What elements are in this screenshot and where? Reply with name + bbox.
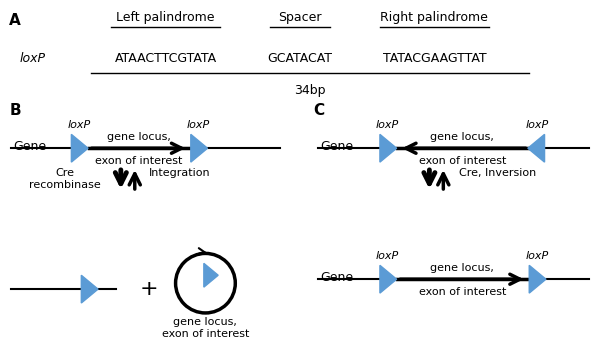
- Text: A: A: [10, 13, 21, 28]
- Text: Gene: Gene: [320, 140, 353, 153]
- Text: exon of interest: exon of interest: [419, 287, 506, 297]
- Text: C: C: [313, 103, 324, 117]
- Text: Integration: Integration: [149, 168, 210, 178]
- Text: exon of interest: exon of interest: [95, 156, 182, 166]
- Polygon shape: [528, 134, 545, 162]
- Polygon shape: [81, 275, 98, 303]
- Text: loxP: loxP: [187, 120, 210, 130]
- Text: +: +: [139, 279, 158, 299]
- Text: gene locus,: gene locus,: [431, 132, 494, 142]
- Polygon shape: [204, 263, 218, 287]
- Text: loxP: loxP: [525, 120, 548, 130]
- Text: loxP: loxP: [68, 120, 91, 130]
- Text: B: B: [10, 103, 21, 117]
- Text: gene locus,
exon of interest: gene locus, exon of interest: [161, 317, 249, 339]
- Text: Spacer: Spacer: [278, 11, 322, 24]
- Text: exon of interest: exon of interest: [419, 156, 506, 166]
- Text: Left palindrome: Left palindrome: [117, 11, 215, 24]
- Text: gene locus,: gene locus,: [107, 132, 170, 142]
- Text: TATACGAAGTTAT: TATACGAAGTTAT: [383, 52, 486, 66]
- Polygon shape: [71, 134, 88, 162]
- Text: Gene: Gene: [320, 271, 353, 284]
- Text: loxP: loxP: [376, 251, 399, 261]
- Text: Cre, Inversion: Cre, Inversion: [459, 168, 536, 178]
- Text: gene locus,: gene locus,: [431, 263, 494, 273]
- Text: loxP: loxP: [376, 120, 399, 130]
- Text: GCATACAT: GCATACAT: [267, 52, 332, 66]
- Text: 34bp: 34bp: [294, 84, 326, 97]
- Polygon shape: [529, 265, 546, 293]
- Text: loxP: loxP: [525, 251, 548, 261]
- Polygon shape: [380, 265, 396, 293]
- Polygon shape: [380, 134, 396, 162]
- Text: loxP: loxP: [19, 52, 45, 66]
- Text: ATAACTTCGTATA: ATAACTTCGTATA: [115, 52, 216, 66]
- Polygon shape: [191, 134, 208, 162]
- Text: Gene: Gene: [13, 140, 47, 153]
- Text: Right palindrome: Right palindrome: [380, 11, 489, 24]
- Text: Cre
recombinase: Cre recombinase: [29, 168, 101, 190]
